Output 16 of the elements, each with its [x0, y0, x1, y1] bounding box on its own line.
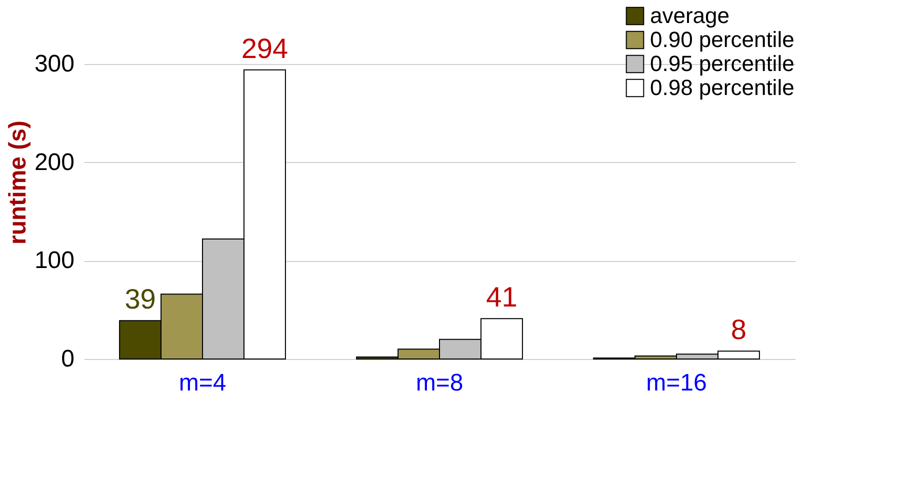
y-tick-label: 200 [34, 148, 74, 176]
data-label: 8 [730, 314, 746, 346]
legend-label: average [650, 3, 730, 28]
y-tick-label: 100 [34, 247, 74, 274]
x-tick-label: m=16 [646, 370, 707, 396]
data-label: 41 [486, 282, 518, 313]
data-label: 294 [241, 32, 288, 64]
y-axis-title: runtime (s) [4, 120, 32, 245]
y-tick-label: 300 [34, 50, 74, 78]
legend-label: 0.95 percentile [650, 51, 794, 76]
legend-label: 0.90 percentile [650, 27, 794, 52]
x-tick-label: m=8 [416, 370, 464, 396]
data-label: 39 [124, 284, 156, 315]
y-tick-label: 0 [61, 346, 74, 372]
legend-label: 0.98 percentile [650, 75, 794, 100]
x-tick-label: m=4 [178, 370, 226, 396]
